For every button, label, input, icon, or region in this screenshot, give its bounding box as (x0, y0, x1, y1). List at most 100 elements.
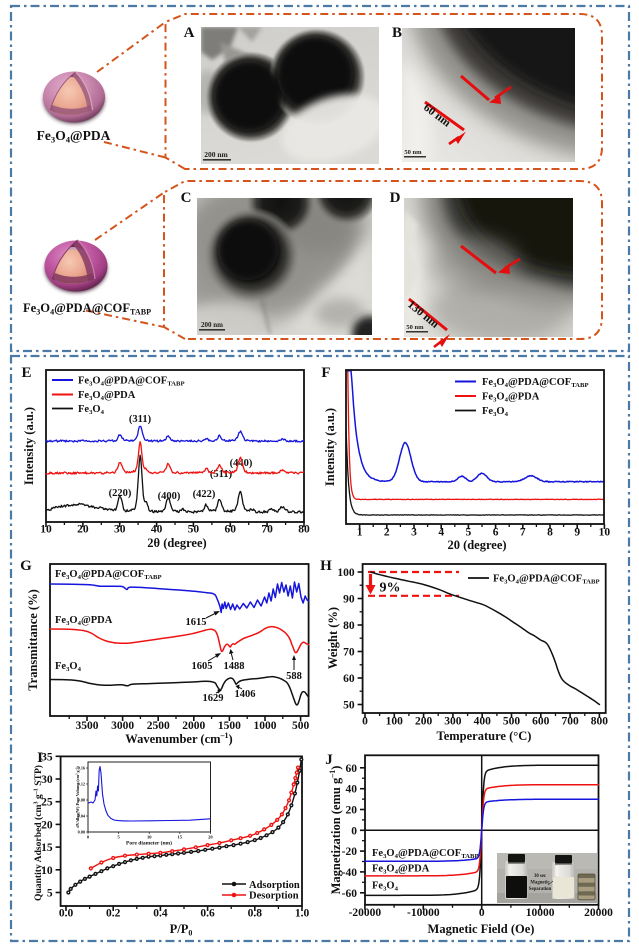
svg-text:Fe3O4: Fe3O4 (372, 881, 399, 893)
svg-text:2θ (degree): 2θ (degree) (147, 536, 206, 550)
svg-text:1.0: 1.0 (295, 908, 310, 920)
svg-text:P/P0: P/P0 (170, 922, 193, 938)
svg-text:5: 5 (47, 888, 53, 900)
svg-text:70: 70 (261, 524, 273, 536)
svg-text:300: 300 (444, 716, 462, 728)
svg-text:0.8: 0.8 (248, 908, 263, 920)
svg-text:1500: 1500 (218, 720, 241, 732)
svg-text:-10000: -10000 (407, 907, 440, 919)
svg-text:588: 588 (286, 671, 302, 682)
svg-text:Fe3O4: Fe3O4 (78, 404, 105, 416)
svg-text:100: 100 (386, 716, 404, 728)
svg-text:F: F (321, 365, 330, 381)
svg-text:Fe3O4: Fe3O4 (55, 661, 82, 673)
svg-text:Fe3O4@PDA@COFTABP: Fe3O4@PDA@COFTABP (372, 848, 479, 860)
svg-text:10000: 10000 (526, 907, 555, 919)
svg-text:800: 800 (591, 716, 609, 728)
svg-text:Intensity (a.u.): Intensity (a.u.) (323, 408, 337, 486)
svg-text:Fe3O4@PDA: Fe3O4@PDA (37, 128, 111, 145)
svg-text:15: 15 (41, 842, 53, 854)
svg-text:10: 10 (41, 865, 53, 877)
svg-text:400: 400 (474, 716, 492, 728)
svg-text:-40: -40 (342, 867, 358, 879)
svg-text:Quantity Adsorbed (cm3 g–1 STP: Quantity Adsorbed (cm3 g–1 STP) (33, 765, 44, 901)
svg-text:2000: 2000 (182, 720, 205, 732)
svg-text:20: 20 (208, 835, 213, 840)
svg-text:3500: 3500 (76, 720, 99, 732)
svg-text:2: 2 (384, 527, 390, 539)
svg-text:B: B (392, 25, 402, 41)
svg-text:10: 10 (599, 527, 611, 539)
svg-text:J: J (325, 752, 333, 768)
svg-text:Magnetic Field (Oe): Magnetic Field (Oe) (428, 922, 535, 936)
svg-text:Desorption: Desorption (249, 891, 299, 902)
svg-text:90: 90 (343, 594, 355, 606)
svg-text:30: 30 (41, 774, 53, 786)
svg-text:(440): (440) (230, 458, 253, 469)
svg-text:20000: 20000 (584, 907, 613, 919)
svg-text:C: C (181, 190, 192, 206)
svg-text:Intensity (a.u.): Intensity (a.u.) (22, 407, 36, 485)
svg-text:80: 80 (343, 620, 355, 632)
svg-text:0: 0 (479, 907, 485, 919)
svg-text:dV/dlog(W) Pore Volume (cm3 g–: dV/dlog(W) Pore Volume (cm3 g–1) (75, 766, 80, 828)
svg-text:20: 20 (41, 819, 53, 831)
svg-text:200 nm: 200 nm (204, 150, 228, 159)
svg-text:0.0: 0.0 (59, 908, 74, 920)
svg-text:50: 50 (343, 700, 355, 712)
svg-text:Magnetic: Magnetic (530, 881, 550, 886)
svg-text:H: H (320, 558, 332, 574)
svg-text:10: 10 (147, 835, 152, 840)
svg-text:40: 40 (346, 784, 358, 796)
svg-text:(422): (422) (193, 489, 216, 500)
svg-text:3: 3 (411, 527, 417, 539)
svg-text:E: E (21, 365, 31, 381)
svg-text:50 nm: 50 nm (406, 324, 424, 331)
svg-text:0.00: 0.00 (78, 830, 85, 835)
svg-text:1615: 1615 (186, 617, 207, 628)
svg-text:30: 30 (114, 524, 126, 536)
svg-text:Fe3O4@PDA@COFTABP: Fe3O4@PDA@COFTABP (23, 301, 151, 317)
svg-text:50: 50 (188, 524, 200, 536)
svg-text:(311): (311) (129, 414, 152, 425)
svg-text:0.04: 0.04 (78, 814, 86, 819)
svg-text:8: 8 (547, 527, 553, 539)
svg-text:Fe3O4@PDA: Fe3O4@PDA (482, 392, 540, 404)
svg-text:Weight (%): Weight (%) (326, 607, 340, 669)
svg-text:20: 20 (77, 524, 89, 536)
svg-text:Fe3O4@PDA@COFTABP: Fe3O4@PDA@COFTABP (78, 376, 185, 388)
svg-text:5: 5 (117, 835, 120, 840)
svg-text:50 nm: 50 nm (404, 149, 422, 156)
svg-text:Pore diameter (nm): Pore diameter (nm) (126, 840, 172, 847)
svg-text:40: 40 (151, 524, 163, 536)
svg-text:-60: -60 (342, 888, 358, 900)
svg-text:-20: -20 (342, 846, 358, 858)
svg-text:G: G (20, 558, 32, 574)
svg-text:60: 60 (225, 524, 237, 536)
svg-text:15: 15 (178, 835, 183, 840)
svg-text:(220): (220) (109, 488, 132, 499)
svg-text:1: 1 (357, 527, 363, 539)
svg-text:Magnetization (emu g–1): Magnetization (emu g–1) (328, 766, 343, 895)
svg-text:1488: 1488 (224, 661, 245, 672)
svg-text:6: 6 (493, 527, 499, 539)
svg-text:9%: 9% (380, 581, 401, 596)
svg-text:80: 80 (298, 524, 310, 536)
svg-text:Fe3O4: Fe3O4 (482, 406, 509, 418)
svg-text:1629: 1629 (203, 693, 224, 704)
svg-text:500: 500 (292, 720, 310, 732)
svg-text:Adsorption: Adsorption (249, 880, 300, 891)
svg-text:0.4: 0.4 (153, 908, 168, 920)
svg-text:(400): (400) (158, 491, 181, 502)
svg-text:20 (degree): 20 (degree) (447, 538, 506, 552)
svg-text:Wavenumber (cm–1): Wavenumber (cm–1) (125, 731, 232, 746)
svg-text:0.16: 0.16 (78, 766, 85, 771)
svg-text:1605: 1605 (192, 661, 213, 672)
svg-text:100: 100 (337, 567, 355, 579)
svg-text:500: 500 (503, 716, 521, 728)
svg-text:30 sec: 30 sec (534, 874, 547, 879)
svg-text:2500: 2500 (147, 720, 170, 732)
svg-text:600: 600 (532, 716, 550, 728)
svg-text:Temperature (°C): Temperature (°C) (437, 729, 532, 743)
svg-text:4: 4 (438, 527, 444, 539)
